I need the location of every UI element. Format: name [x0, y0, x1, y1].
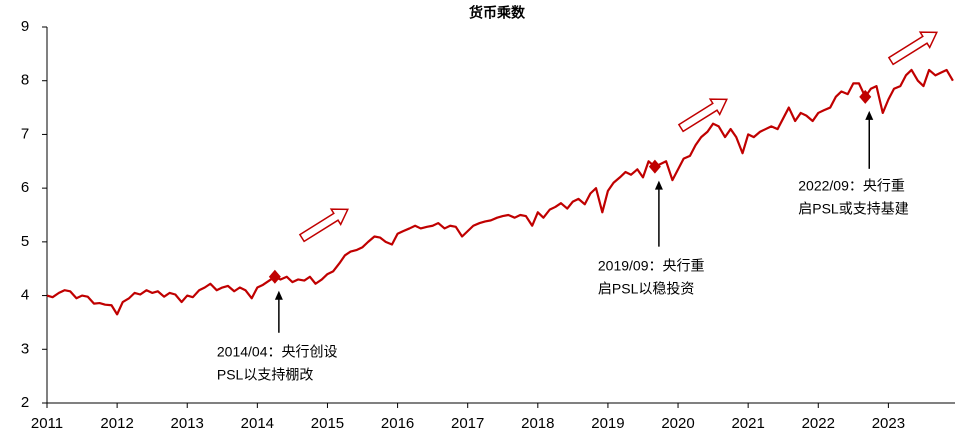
x-tick-label: 2011 — [31, 415, 63, 432]
y-tick-label: 2 — [21, 394, 29, 411]
x-tick-label: 2014 — [241, 415, 274, 432]
x-tick-label: 2020 — [661, 415, 694, 432]
y-tick-label: 6 — [21, 179, 29, 196]
y-tick-label: 4 — [21, 287, 29, 304]
annotation-text: 2022/09：央行重 — [798, 178, 905, 194]
x-tick-label: 2017 — [451, 415, 484, 432]
event-marker — [648, 159, 661, 174]
trend-arrow — [677, 98, 728, 133]
y-tick-label: 5 — [21, 233, 29, 250]
y-tick-label: 7 — [21, 125, 29, 142]
data-line — [46, 68, 954, 316]
x-tick-label: 2012 — [100, 415, 133, 432]
trend-arrows — [298, 31, 938, 243]
x-tick-label: 2013 — [171, 415, 204, 432]
annotation-text: 2019/09：央行重 — [598, 257, 705, 273]
annotation-text: PSL以支持棚改 — [217, 366, 313, 382]
x-tick-label: 2016 — [381, 415, 414, 432]
annotation-text: 启PSL以稳投资 — [598, 280, 694, 296]
x-tick-label: 2018 — [521, 415, 554, 432]
trend-arrow — [887, 31, 938, 66]
y-tick-label: 9 — [21, 18, 29, 35]
annotation-arrowhead — [654, 180, 663, 190]
trend-arrow — [298, 208, 349, 243]
chart-title: 货币乘数 — [468, 5, 526, 21]
x-tick-label: 2022 — [802, 415, 835, 432]
y-tick-label: 8 — [21, 72, 29, 89]
event-marker — [268, 269, 281, 284]
annotation-arrowhead — [274, 290, 283, 300]
annotation-arrowhead — [865, 110, 874, 120]
annotation-text: 2014/04：央行创设 — [217, 343, 338, 359]
x-tick-label: 2021 — [731, 415, 764, 432]
x-tick-label: 2023 — [872, 415, 905, 432]
x-tick-label: 2015 — [311, 415, 344, 432]
annotation-text: 启PSL或支持基建 — [798, 201, 908, 217]
event-marker — [859, 89, 872, 104]
x-tick-label: 2019 — [591, 415, 624, 432]
y-tick-label: 3 — [21, 340, 29, 357]
